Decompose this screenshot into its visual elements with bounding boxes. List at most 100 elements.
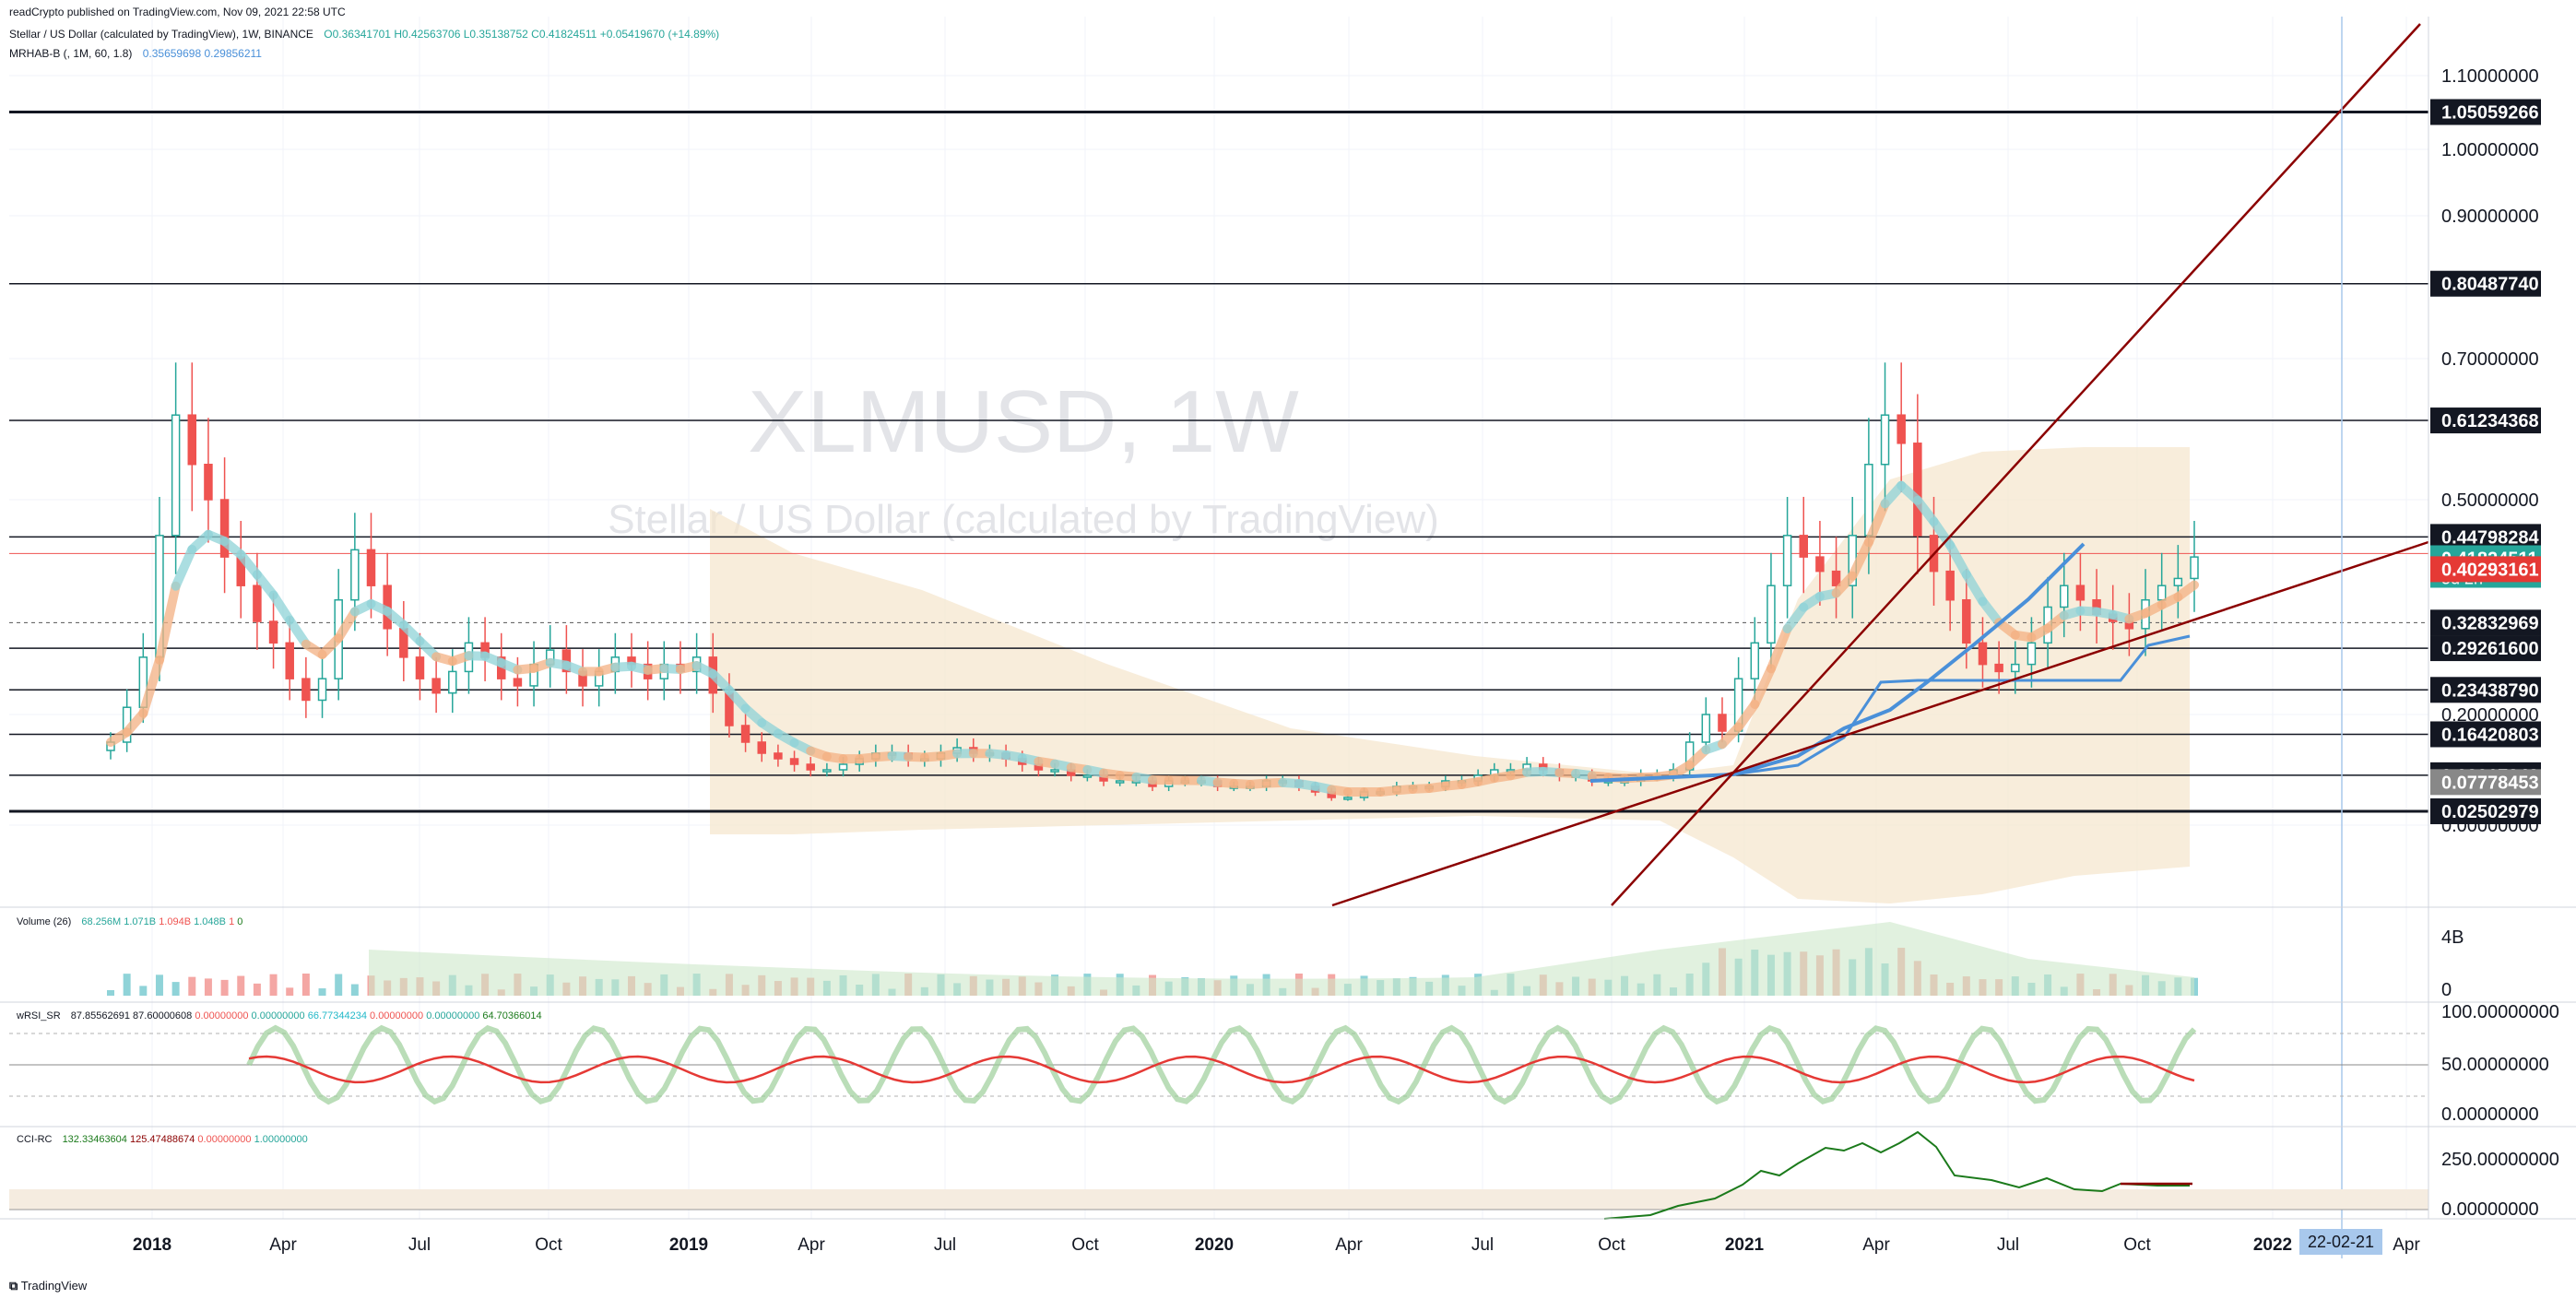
cci-pane[interactable] — [0, 1126, 2576, 1220]
rsi-lines — [246, 1024, 2197, 1105]
candle-body — [2190, 556, 2199, 580]
rsi-value-7: 0.00000000 — [426, 1010, 480, 1021]
candle-body — [1115, 780, 1125, 784]
candle-body — [204, 464, 213, 501]
mrhab-line-fast — [1589, 542, 2086, 783]
subpane-axis-label: 4B — [2441, 927, 2464, 948]
symbol-legend[interactable]: Stellar / US Dollar (calculated by Tradi… — [9, 28, 719, 41]
ohlc-high: H0.42563706 — [394, 28, 461, 41]
candle-body — [757, 741, 766, 754]
horizontal-levels — [9, 111, 2428, 813]
rsi-value-4: 0.00000000 — [251, 1010, 305, 1021]
ha-segment — [1766, 623, 1792, 674]
candle-body — [1701, 714, 1711, 743]
ha-segment — [1750, 664, 1776, 709]
volume-bar — [253, 983, 261, 996]
level-badge — [2430, 99, 2541, 125]
symbol-title: Stellar / US Dollar (calculated by Tradi… — [9, 28, 313, 41]
trendlines[interactable] — [1331, 23, 2429, 907]
time-tick-label: Apr — [1862, 1235, 1890, 1255]
volume-ma-area — [369, 922, 2194, 996]
volume-legend[interactable]: Volume (26) 68.256M 1.071B 1.094B 1.048B… — [17, 916, 242, 927]
ha-segment — [1733, 699, 1760, 732]
candle-body — [1718, 714, 1727, 732]
time-tick-label: Apr — [269, 1235, 297, 1255]
ha-segment — [1863, 499, 1890, 548]
cci-legend[interactable]: CCI-RC 132.33463604 125.47488674 0.00000… — [17, 1134, 308, 1145]
candle-body — [1962, 598, 1971, 644]
ha-segment — [154, 581, 181, 665]
volume-value-6: 0 — [237, 916, 243, 927]
volume-bar — [286, 987, 294, 996]
volume-value-5: 1 — [229, 916, 235, 927]
time-tick-label: 2019 — [669, 1235, 708, 1255]
candle-body — [2060, 585, 2069, 608]
level-badge — [2430, 797, 2541, 824]
candle-body — [1880, 414, 1890, 466]
level-badge — [2430, 635, 2541, 662]
tradingview-logo-icon: ⧉ — [9, 1279, 18, 1293]
price-tick-label: 0.70000000 — [2441, 349, 2539, 370]
ha-segment — [1961, 570, 1988, 607]
candle-body — [1750, 642, 1760, 679]
candle-body — [301, 678, 311, 702]
price-level-labels: 1.05059266 0.80487740 0.61234368 0.44798284… — [2430, 99, 2541, 824]
candle-body — [1799, 535, 1808, 558]
candle-body — [253, 585, 262, 622]
volume-bar — [269, 974, 278, 996]
trendline-support — [1331, 540, 2429, 907]
volume-bar — [123, 974, 131, 996]
rsi-legend[interactable]: wRSI_SR 87.85562691 87.60000608 0.000000… — [17, 1010, 542, 1021]
price-tick-label: 1.10000000 — [2441, 66, 2539, 87]
main-pane[interactable]: XLMUSD, 1W Stellar / US Dollar (calculat… — [9, 17, 2429, 1258]
rsi-value-2: 87.60000608 — [133, 1010, 193, 1021]
candle-body — [789, 758, 799, 765]
ha-segment — [1929, 516, 1956, 550]
level-badge — [2430, 677, 2541, 703]
candle-body — [415, 656, 425, 679]
volume-pane[interactable] — [0, 906, 2576, 996]
time-axis[interactable]: 2018 Apr Jul Oct 2019 Apr Jul Oct 2020 Apr Jul Oct 2… — [0, 1218, 2576, 1255]
volume-bar — [318, 988, 326, 996]
indicator-legend[interactable]: MRHAB-B (, 1M, 60, 1.8) 0.35659698 0.298… — [9, 47, 262, 60]
level-label: 0.02502979 — [2441, 802, 2539, 822]
volume-value-3: 1.094B — [159, 916, 192, 927]
subpane-axis-label: 100.00000000 — [2441, 1002, 2559, 1022]
candle-body — [171, 414, 181, 537]
time-tick-label: 2020 — [1195, 1235, 1234, 1255]
cci-value-2: 125.47488674 — [129, 1134, 195, 1145]
subpane-axis-label: 0.00000000 — [2441, 1199, 2539, 1220]
candle-body — [1343, 797, 1353, 800]
price-badge — [2430, 769, 2541, 796]
rsi-signal — [248, 1055, 2195, 1084]
candle-body — [2173, 577, 2183, 586]
cci-value-1: 132.33463604 — [62, 1134, 127, 1145]
footer-brand[interactable]: ⧉ TradingView — [9, 1279, 87, 1293]
candle-body — [1994, 663, 2003, 673]
candle-body — [838, 763, 848, 771]
ohlc-open: O0.36341701 — [324, 28, 391, 41]
volume-bar — [350, 984, 359, 996]
rsi-pane[interactable] — [0, 1001, 2576, 1105]
price-tick-label: 1.00000000 — [2441, 140, 2539, 160]
ha-segment — [334, 607, 360, 644]
candle-body — [1050, 769, 1059, 773]
subpane-axis-label: 250.00000000 — [2441, 1150, 2559, 1170]
level-label: 0.29261600 — [2441, 639, 2539, 659]
cci-title: CCI-RC — [17, 1134, 53, 1145]
ha-segment — [171, 544, 197, 591]
price-tick-labels: 1.10000000 1.00000000 0.90000000 0.70000000… — [2441, 66, 2539, 836]
time-tick-label: 2021 — [1725, 1235, 1765, 1255]
date-marker-badge — [2299, 1229, 2382, 1255]
ohlc-change: +0.05419670 (+14.89%) — [599, 28, 720, 41]
volume-bar — [335, 974, 343, 996]
time-tick-label: 2022 — [2253, 1235, 2292, 1255]
trendline-steep — [1611, 23, 2421, 906]
price-tick-label: 0.90000000 — [2441, 207, 2539, 227]
price-label: 0.07778453 — [2441, 773, 2539, 793]
price-label: 0.40293161 — [2441, 560, 2539, 580]
date-marker-label: 22-02-21 — [2308, 1233, 2374, 1251]
price-axis[interactable]: 1.10000000 1.00000000 0.90000000 0.70000000… — [2428, 17, 2559, 1220]
